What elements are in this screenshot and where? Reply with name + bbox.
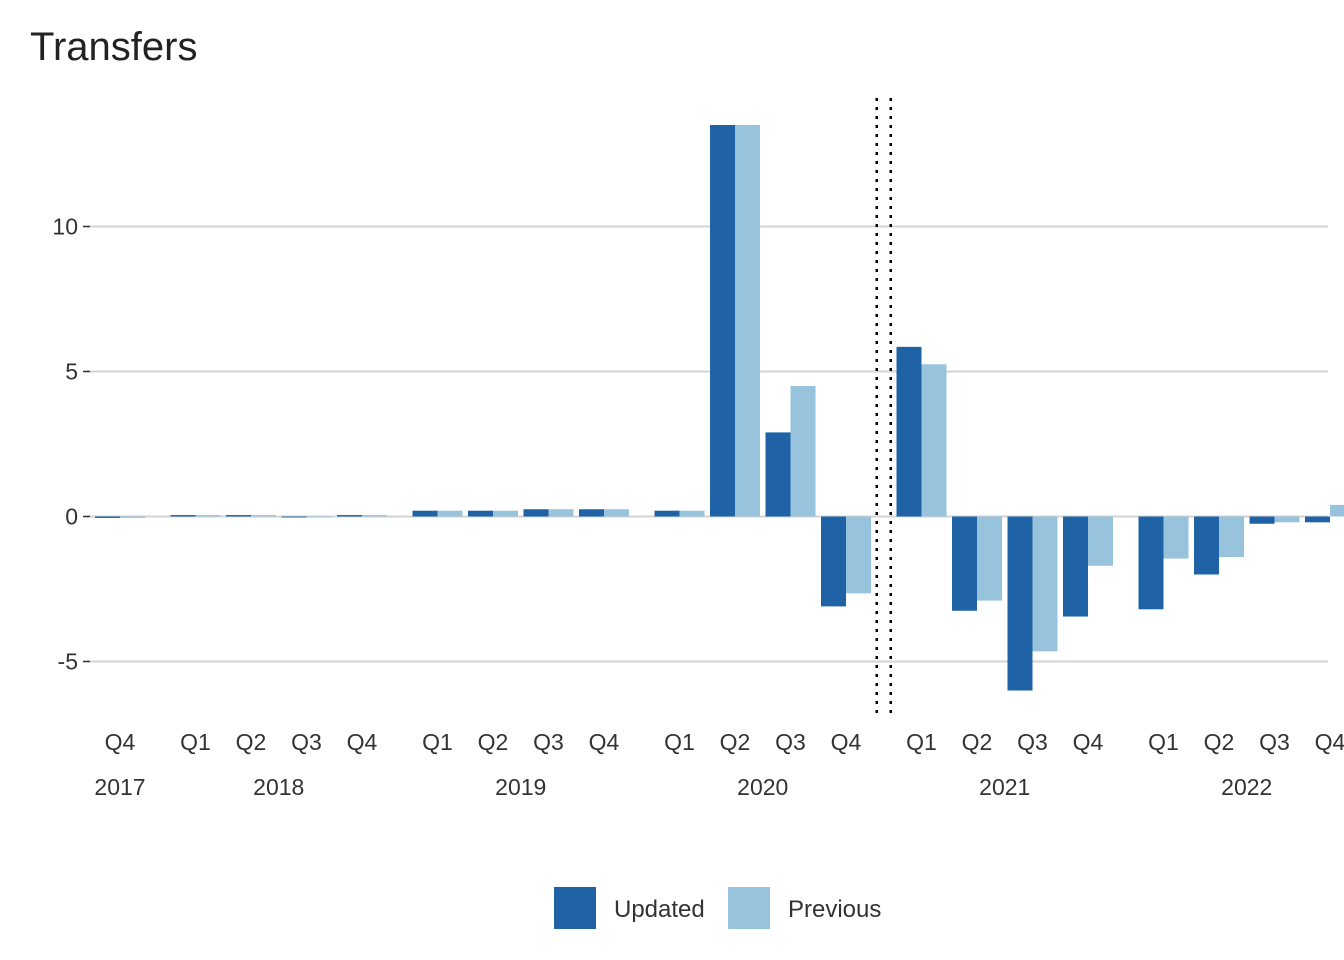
bar-updated-q1-2021 bbox=[896, 346, 922, 517]
bar-updated-q3-2022 bbox=[1249, 516, 1275, 524]
x-tick-label: Q2 bbox=[236, 729, 267, 755]
bar-updated-q4-2020 bbox=[821, 516, 846, 607]
legend-swatch-previous bbox=[728, 887, 770, 929]
bar-previous-q1-2020 bbox=[679, 510, 705, 517]
x-tick-label: Q1 bbox=[422, 729, 453, 755]
bar-previous-q2-2022 bbox=[1219, 516, 1244, 558]
x-tick-label: Q1 bbox=[664, 729, 695, 755]
y-axis: -5 0 5 10 bbox=[52, 214, 90, 675]
x-tick-label: Q3 bbox=[533, 729, 564, 755]
x-tick-label: Q3 bbox=[775, 729, 806, 755]
bar-previous-q4-2020 bbox=[846, 516, 871, 594]
year-label: 2021 bbox=[979, 774, 1030, 800]
legend-swatch-updated bbox=[554, 887, 596, 929]
bar-updated-q2-2019 bbox=[468, 510, 493, 517]
bar-previous-q2-2021 bbox=[977, 516, 1002, 601]
x-tick-label: Q1 bbox=[180, 729, 211, 755]
x-tick-label: Q4 bbox=[347, 729, 378, 755]
bar-updated-q1-2022 bbox=[1138, 516, 1164, 610]
bar-updated-q2-2020 bbox=[710, 125, 735, 517]
x-tick-label: Q4 bbox=[105, 729, 136, 755]
reference-line bbox=[875, 98, 892, 718]
bar-updated-q3-2018 bbox=[281, 516, 307, 518]
bar-updated-q3-2020 bbox=[765, 432, 791, 517]
bar-previous-q1-2019 bbox=[437, 510, 463, 517]
legend: Updated Previous bbox=[554, 887, 881, 929]
bar-previous-q4-2021 bbox=[1088, 516, 1113, 566]
chart-title: Transfers bbox=[30, 25, 197, 69]
bar-updated-q4-2018 bbox=[337, 515, 362, 517]
bar-previous-q4-2018 bbox=[362, 515, 387, 517]
bar-previous-q3-2018 bbox=[306, 516, 332, 518]
x-tick-label: Q2 bbox=[962, 729, 993, 755]
bar-updated-q1-2020 bbox=[654, 510, 680, 517]
bar-updated-q4-2017 bbox=[95, 516, 120, 518]
x-tick-label: Q1 bbox=[1148, 729, 1179, 755]
legend-label-previous: Previous bbox=[788, 896, 881, 923]
y-tick-label: 5 bbox=[65, 359, 78, 385]
x-tick-label: Q3 bbox=[1259, 729, 1290, 755]
bar-previous-q3-2022 bbox=[1274, 516, 1300, 523]
legend-label-updated: Updated bbox=[614, 896, 705, 923]
year-label: 2017 bbox=[94, 774, 145, 800]
y-tick-label: -5 bbox=[58, 649, 78, 675]
x-tick-label: Q4 bbox=[831, 729, 862, 755]
year-label: 2019 bbox=[495, 774, 546, 800]
bar-previous-q2-2019 bbox=[493, 510, 518, 517]
bar-updated-q3-2021 bbox=[1007, 516, 1033, 691]
x-tick-label: Q3 bbox=[1017, 729, 1048, 755]
x-axis: Q4 Q1 Q2 Q3 Q4 Q1 Q2 Q3 Q4 Q1 Q2 Q3 Q4 Q1 Q2 Q3 Q4 Q1 Q2 Q3… bbox=[94, 729, 1344, 800]
bar-updated-q1-2018 bbox=[170, 515, 196, 517]
x-tick-label: Q4 bbox=[1315, 729, 1344, 755]
bar-previous-q3-2021 bbox=[1032, 516, 1058, 652]
bar-updated-q2-2018 bbox=[226, 515, 251, 517]
y-tick-label: 10 bbox=[52, 214, 78, 240]
bar-previous-q1-2018 bbox=[195, 515, 221, 517]
bar-updated-q4-2019 bbox=[579, 509, 604, 517]
x-tick-label: Q2 bbox=[720, 729, 751, 755]
bar-previous-q3-2020 bbox=[790, 386, 816, 517]
bar-previous-q1-2022 bbox=[1163, 516, 1189, 559]
x-tick-label: Q3 bbox=[291, 729, 322, 755]
bar-previous-q2-2020 bbox=[735, 125, 760, 517]
bar-updated-q2-2022 bbox=[1194, 516, 1219, 575]
bar-updated-q4-2022 bbox=[1305, 516, 1330, 523]
bar-updated-q1-2019 bbox=[412, 510, 438, 517]
x-tick-label: Q2 bbox=[478, 729, 509, 755]
x-tick-label: Q4 bbox=[589, 729, 620, 755]
bar-previous-q4-2022 bbox=[1330, 504, 1344, 517]
bar-previous-q3-2019 bbox=[548, 509, 574, 517]
x-tick-label: Q1 bbox=[906, 729, 937, 755]
bars bbox=[95, 125, 1344, 691]
bar-previous-q2-2018 bbox=[251, 515, 276, 517]
bar-previous-q1-2021 bbox=[921, 364, 947, 517]
bar-updated-q2-2021 bbox=[952, 516, 977, 611]
bar-previous-q4-2019 bbox=[604, 509, 629, 517]
year-label: 2020 bbox=[737, 774, 788, 800]
year-label: 2022 bbox=[1221, 774, 1272, 800]
x-tick-label: Q2 bbox=[1204, 729, 1235, 755]
y-tick-label: 0 bbox=[65, 504, 78, 530]
bar-updated-q4-2021 bbox=[1063, 516, 1088, 617]
bar-previous-q4-2017 bbox=[120, 516, 145, 518]
bar-updated-q3-2019 bbox=[523, 509, 549, 517]
x-tick-label: Q4 bbox=[1073, 729, 1104, 755]
year-label: 2018 bbox=[253, 774, 304, 800]
